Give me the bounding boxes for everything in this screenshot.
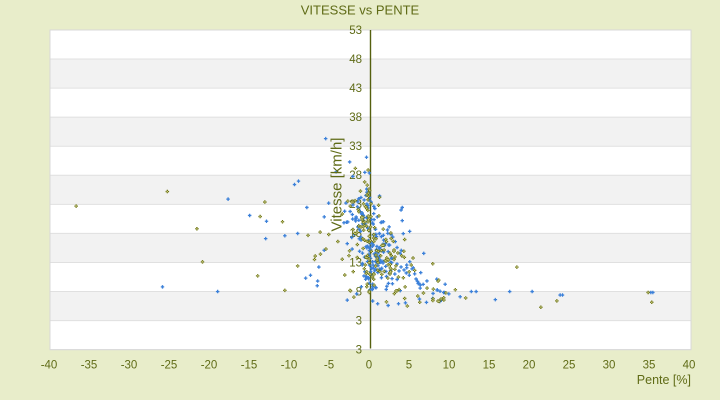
svg-text:3: 3 — [356, 315, 362, 327]
svg-text:-35: -35 — [81, 360, 98, 372]
svg-text:Pente [%]: Pente [%] — [637, 373, 691, 387]
svg-text:48: 48 — [349, 54, 362, 66]
svg-text:-25: -25 — [161, 360, 178, 372]
svg-text:33: 33 — [349, 141, 362, 153]
svg-text:30: 30 — [603, 360, 616, 372]
svg-text:20: 20 — [523, 360, 536, 372]
svg-text:5: 5 — [406, 360, 412, 372]
svg-text:43: 43 — [349, 83, 362, 95]
svg-text:40: 40 — [683, 360, 696, 372]
svg-text:-40: -40 — [41, 360, 58, 372]
svg-text:28: 28 — [349, 170, 362, 182]
svg-text:8: 8 — [356, 286, 362, 298]
svg-text:-5: -5 — [324, 360, 334, 372]
svg-text:25: 25 — [563, 360, 576, 372]
svg-text:35: 35 — [643, 360, 656, 372]
svg-text:53: 53 — [349, 25, 362, 37]
svg-text:38: 38 — [349, 112, 362, 124]
svg-text:VITESSE vs PENTE: VITESSE vs PENTE — [301, 3, 420, 18]
svg-text:0: 0 — [366, 360, 372, 372]
svg-text:-15: -15 — [241, 360, 258, 372]
svg-text:-20: -20 — [201, 360, 218, 372]
svg-text:Vitesse [km/h]: Vitesse [km/h] — [329, 138, 346, 232]
svg-text:15: 15 — [483, 360, 496, 372]
svg-text:-10: -10 — [281, 360, 298, 372]
svg-text:10: 10 — [443, 360, 456, 372]
svg-text:-30: -30 — [121, 360, 138, 372]
svg-text:13: 13 — [349, 257, 362, 269]
svg-text:3: 3 — [356, 344, 362, 356]
